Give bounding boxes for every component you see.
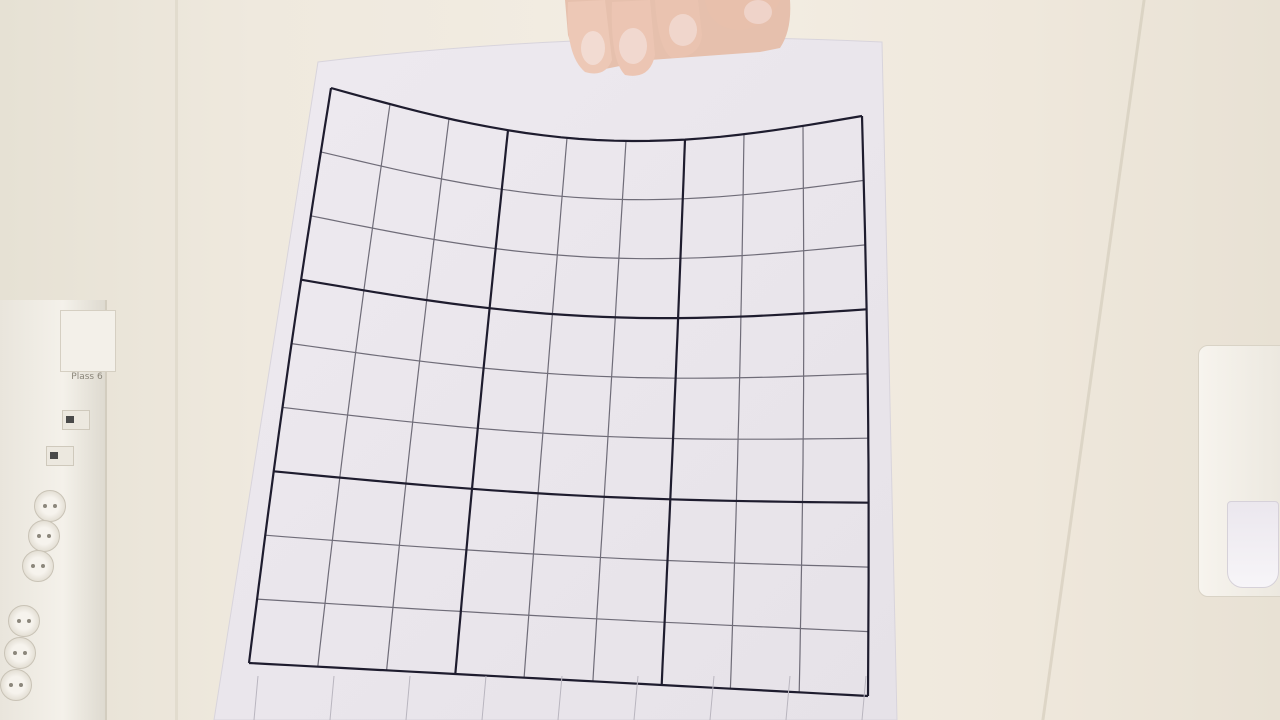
fingernail <box>744 0 772 24</box>
grid-line-horizontal-minor <box>282 406 869 440</box>
trunking-label: Plass 6 <box>71 372 103 382</box>
grid-line-vertical-minor <box>386 118 450 671</box>
wall-socket <box>8 605 40 637</box>
grid-line-horizontal-major <box>273 470 869 504</box>
grid-line-horizontal-minor <box>257 598 869 633</box>
fingernail <box>581 31 605 65</box>
wall-socket <box>28 520 60 552</box>
grid-line-horizontal-major <box>330 86 863 143</box>
grid-line-horizontal-minor <box>265 534 869 568</box>
ghost-grid-line <box>481 675 487 720</box>
wall-groove <box>175 0 178 720</box>
grid-line-vertical-major <box>660 139 687 686</box>
fingernail <box>669 14 697 46</box>
grid-line-vertical-minor <box>592 140 627 682</box>
grid-line-vertical-major <box>247 87 333 664</box>
distorted-grid <box>247 86 870 720</box>
wall-socket <box>0 669 32 701</box>
grid-line-vertical-major <box>454 130 510 675</box>
grid-line-horizontal-major <box>300 278 867 320</box>
ghost-grid-line <box>785 675 791 720</box>
ghost-grid-line <box>253 675 259 720</box>
grid-line-vertical-minor <box>523 137 568 678</box>
grid-line-horizontal-minor <box>291 343 868 379</box>
breaker-switch-icon <box>66 416 74 423</box>
lamp-lens <box>1227 501 1279 588</box>
ghost-grid-line <box>557 675 563 720</box>
grid-line-vertical-minor <box>317 104 391 667</box>
fingernail <box>619 28 647 64</box>
breaker <box>46 446 74 466</box>
grid-line-horizontal-minor <box>310 215 866 260</box>
trunking-cover <box>60 310 116 372</box>
ghost-grid-line <box>329 675 335 720</box>
ghost-grid-line <box>861 675 867 720</box>
wall-lamp <box>1198 345 1280 597</box>
ghost-grid-line <box>709 675 715 720</box>
wall-socket <box>22 550 54 582</box>
grid-line-vertical-minor <box>798 125 805 693</box>
wall-socket <box>34 490 66 522</box>
breaker <box>62 410 90 430</box>
wall-socket <box>4 637 36 669</box>
grid-line-horizontal-major <box>248 661 869 698</box>
grid-line-vertical-major <box>860 115 870 697</box>
grid-line-horizontal-minor <box>320 151 864 201</box>
ghost-grid-line <box>405 675 411 720</box>
breaker-switch-icon <box>50 452 58 459</box>
grid-line-vertical-minor <box>729 134 745 689</box>
ghost-grid-line <box>633 675 639 720</box>
